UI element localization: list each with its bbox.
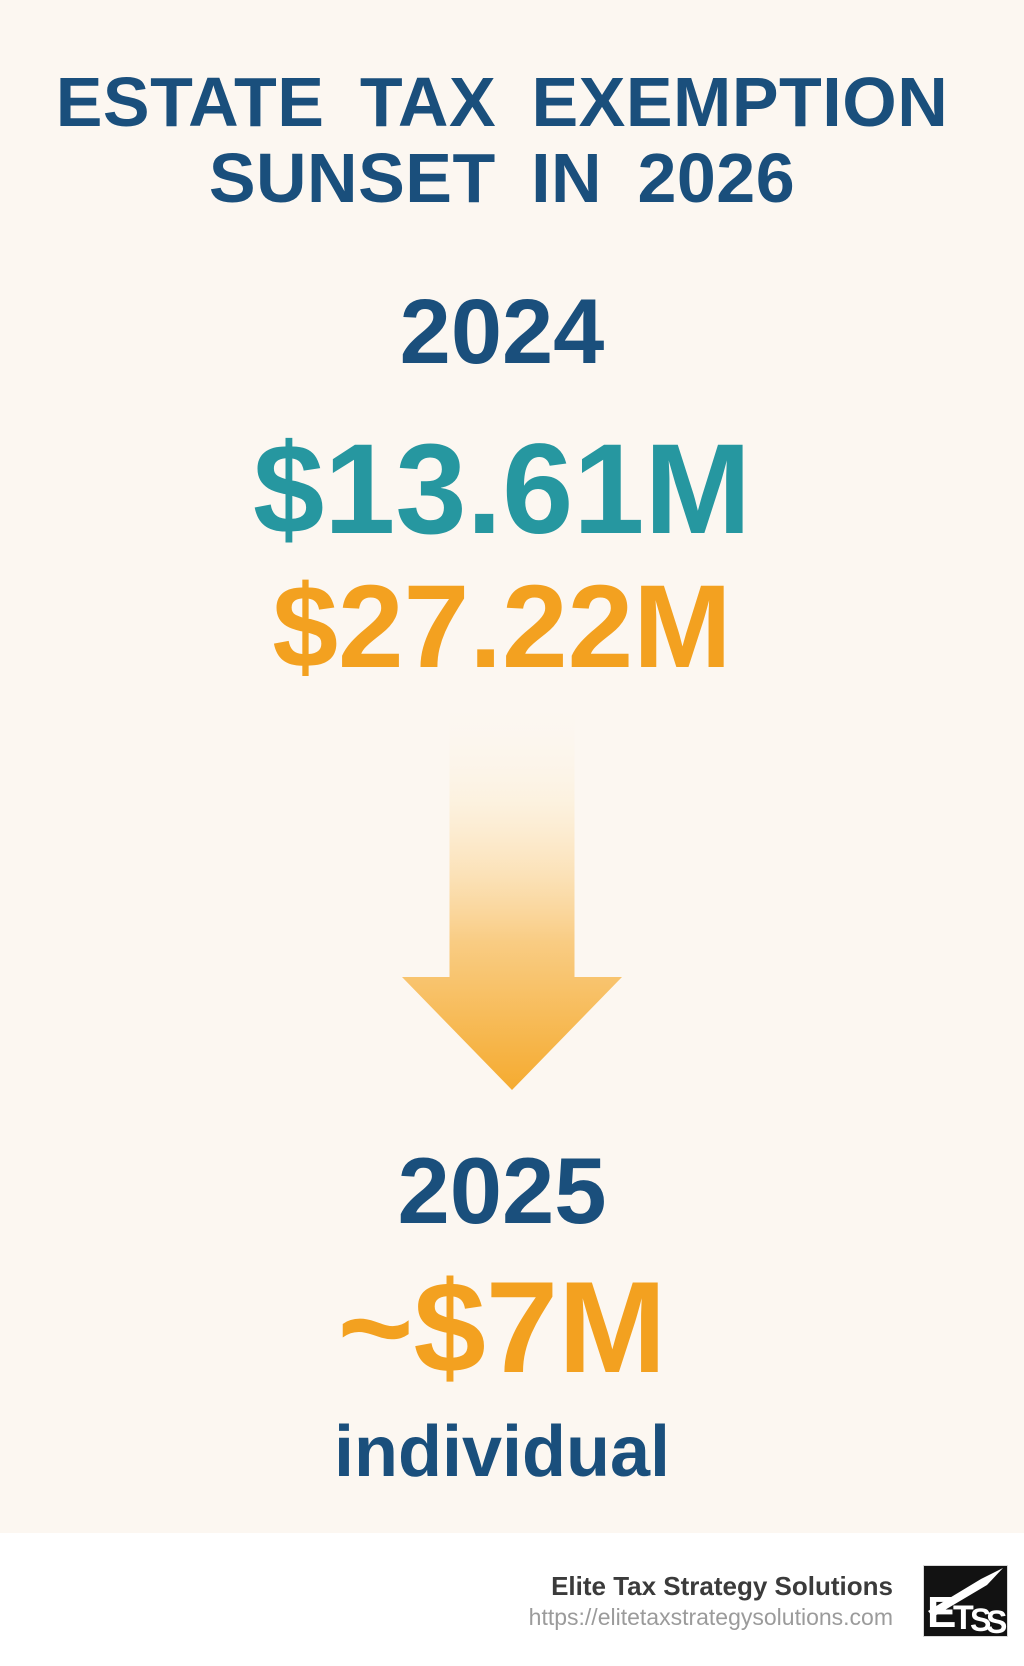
logo-swoosh-arrow <box>928 1568 1003 1617</box>
down-arrow-shape <box>402 700 622 1090</box>
footer: Elite Tax Strategy Solutions https://eli… <box>0 1533 1024 1666</box>
etss-logo-icon: E T S S <box>923 1565 1008 1637</box>
logo-letter-s2: S <box>986 1604 1007 1637</box>
year-2025-label: 2025 <box>397 1138 607 1243</box>
down-arrow-icon <box>402 700 622 1090</box>
logo-letter-t: T <box>953 1599 974 1637</box>
poster-title-line1: ESTATE TAX EXEMPTION <box>55 63 949 141</box>
individual-exemption-2024: $13.61M <box>252 418 752 561</box>
logo-letter-s1: S <box>970 1602 991 1637</box>
poster-title-line2: SUNSET IN 2026 <box>208 139 796 217</box>
year-2024-label: 2024 <box>399 281 605 383</box>
company-name: Elite Tax Strategy Solutions <box>551 1571 893 1601</box>
company-website-url: https://elitetaxstrategysolutions.com <box>528 1604 893 1630</box>
footer-text-block: Elite Tax Strategy Solutions https://eli… <box>529 1570 893 1632</box>
exemption-scope-label: individual <box>333 1412 671 1492</box>
married-exemption-2024: $27.22M <box>272 561 732 693</box>
approx-exemption-2025: ~$7M <box>337 1254 667 1400</box>
poster-title: ESTATE TAX EXEMPTION SUNSET IN 2026 <box>0 64 1004 216</box>
